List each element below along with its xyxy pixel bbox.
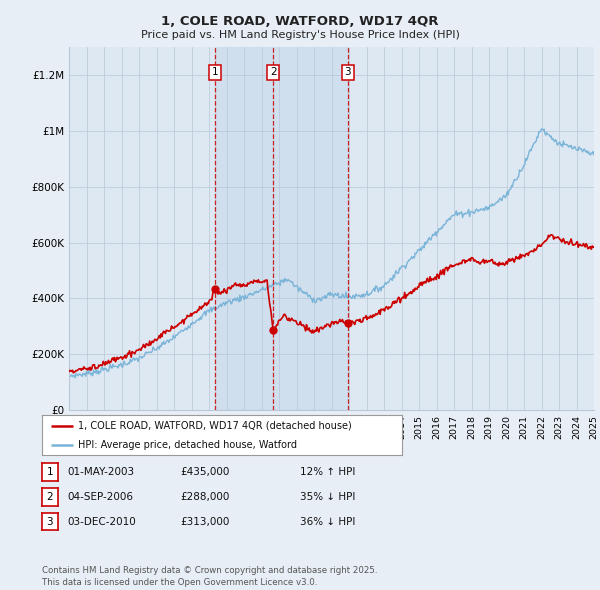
Bar — [215, 47, 273, 410]
Text: 04-SEP-2006: 04-SEP-2006 — [68, 492, 134, 502]
Text: 2: 2 — [270, 67, 277, 77]
Text: 03-DEC-2010: 03-DEC-2010 — [68, 517, 137, 526]
Text: 1, COLE ROAD, WATFORD, WD17 4QR (detached house): 1, COLE ROAD, WATFORD, WD17 4QR (detache… — [78, 421, 352, 431]
Text: 12% ↑ HPI: 12% ↑ HPI — [300, 467, 355, 477]
Text: £435,000: £435,000 — [180, 467, 229, 477]
Text: 1: 1 — [46, 467, 53, 477]
Text: Contains HM Land Registry data © Crown copyright and database right 2025.
This d: Contains HM Land Registry data © Crown c… — [42, 566, 377, 587]
Text: Price paid vs. HM Land Registry's House Price Index (HPI): Price paid vs. HM Land Registry's House … — [140, 30, 460, 40]
Text: 36% ↓ HPI: 36% ↓ HPI — [300, 517, 355, 526]
Text: HPI: Average price, detached house, Watford: HPI: Average price, detached house, Watf… — [78, 440, 297, 450]
Text: 1, COLE ROAD, WATFORD, WD17 4QR: 1, COLE ROAD, WATFORD, WD17 4QR — [161, 15, 439, 28]
Text: 3: 3 — [344, 67, 351, 77]
Text: £288,000: £288,000 — [180, 492, 229, 502]
Bar — [273, 47, 347, 410]
Text: 01-MAY-2003: 01-MAY-2003 — [68, 467, 135, 477]
Text: 2: 2 — [46, 492, 53, 502]
Text: 3: 3 — [46, 517, 53, 526]
Text: 1: 1 — [211, 67, 218, 77]
Text: 35% ↓ HPI: 35% ↓ HPI — [300, 492, 355, 502]
Text: £313,000: £313,000 — [180, 517, 229, 526]
